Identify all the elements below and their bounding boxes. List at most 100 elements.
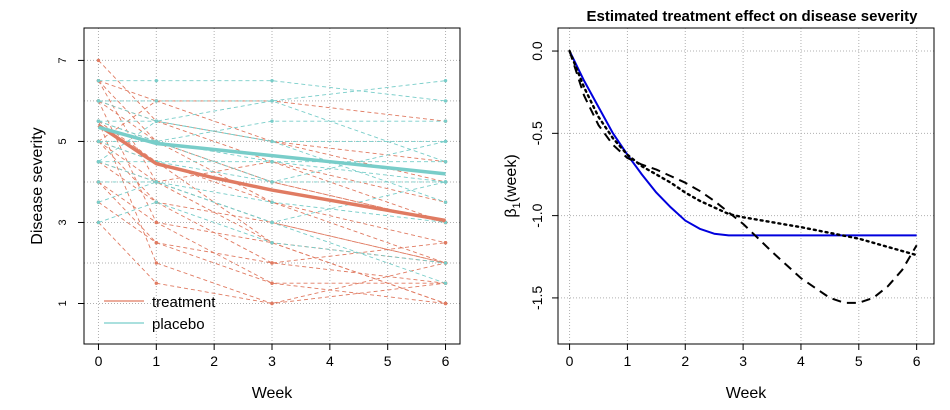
effect-curves: [568, 49, 918, 304]
subject-trajectories: [96, 58, 448, 306]
legend: treatment placebo: [104, 294, 216, 333]
subject-point-29-2: [270, 241, 274, 245]
right-ytick-label-1: -0.5: [529, 121, 545, 145]
right-xtick-label-4: 4: [797, 353, 805, 369]
right-ytick-label-3: -1.5: [529, 286, 545, 310]
right-plot-border: [557, 27, 935, 345]
left-xtick-label-4: 4: [326, 353, 334, 369]
right-ytick-label-2: -1.0: [529, 203, 545, 227]
left-ytick-label-3: 7: [57, 57, 69, 63]
subject-point-30-0: [96, 99, 101, 103]
subject-line-30: [98, 100, 446, 163]
subject-line-21: [98, 80, 446, 102]
subject-point-27-3: [443, 180, 448, 184]
right-x-axis-label: Week: [726, 385, 768, 402]
left-xtick-label-3: 3: [268, 353, 276, 369]
subject-point-23-2: [270, 119, 274, 123]
severity-panel: 0 1 2 3 4 5 6 1 3 5 7 Week Disease severity treat…: [29, 27, 461, 402]
left-ytick-label-2: 5: [57, 138, 69, 144]
subject-point-17-2: [270, 281, 274, 285]
beta-symbol: β: [503, 208, 520, 217]
subject-point-32-0: [96, 159, 101, 164]
subject-point-13-3: [443, 301, 448, 306]
left-xtick-label-2: 2: [210, 353, 218, 369]
subject-point-30-3: [443, 159, 448, 164]
subject-point-23-3: [443, 119, 448, 123]
subject-point-20-2: [270, 78, 274, 83]
subject-point-31-2: [270, 180, 274, 184]
right-y-ticks: 0.0 -0.5 -1.0 -1.5: [529, 41, 558, 310]
subject-point-28-2: [270, 200, 274, 204]
chart-title: Estimated treatment effect on disease se…: [587, 8, 919, 25]
left-ytick-label-0: 1: [57, 300, 69, 306]
subject-line-14: [98, 100, 446, 163]
subject-point-0-0: [96, 58, 101, 63]
mean-line-treatment: [97, 123, 446, 223]
left-xtick-label-6: 6: [442, 353, 450, 369]
subject-point-25-2: [270, 159, 274, 164]
left-ytick-label-1: 3: [57, 219, 69, 225]
right-xtick-label-3: 3: [739, 353, 747, 369]
mean-line-placebo: [97, 125, 446, 176]
subject-point-17-1: [154, 241, 159, 245]
effect-curve-dashed: [568, 50, 918, 304]
subject-point-33-0: [96, 200, 101, 204]
subject-line-11: [98, 222, 446, 304]
left-xtick-label-5: 5: [384, 353, 392, 369]
subject-point-30-2: [270, 99, 274, 103]
subject-line-22: [98, 120, 446, 142]
right-y-axis-label: β1(week): [503, 154, 523, 217]
subject-point-9-1: [154, 220, 159, 225]
right-xtick-label-0: 0: [566, 353, 574, 369]
subject-line-26: [98, 161, 446, 183]
right-xtick-label-1: 1: [624, 353, 632, 369]
right-grid: [558, 28, 934, 344]
right-xtick-label-6: 6: [913, 353, 921, 369]
subject-line-32: [98, 120, 446, 203]
legend-treatment-label: treatment: [152, 294, 216, 311]
subject-point-21-3: [443, 78, 448, 83]
legend-placebo-label: placebo: [152, 316, 205, 333]
subject-point-33-3: [443, 281, 448, 285]
effect-curve-solid: [568, 50, 917, 237]
subject-line-29: [98, 201, 446, 264]
subject-point-32-2: [270, 139, 274, 144]
left-x-ticks: 0 1 2 3 4 5 6: [95, 344, 450, 369]
subject-point-29-3: [443, 261, 448, 265]
subject-line-33: [98, 181, 446, 284]
right-x-ticks: 0 1 2 3 4 5 6: [566, 344, 921, 369]
subject-line-28: [98, 181, 446, 223]
subject-point-10-3: [443, 241, 448, 245]
right-ytick-label-0: 0.0: [529, 41, 545, 61]
left-y-axis-label: Disease severity: [29, 127, 46, 244]
left-xtick-label-1: 1: [152, 353, 160, 369]
left-x-axis-label: Week: [252, 385, 294, 402]
subject-point-4-1: [154, 261, 159, 265]
subject-point-20-3: [443, 99, 448, 103]
effect-curve-dotted: [568, 49, 918, 257]
subject-point-21-1: [154, 99, 159, 103]
subject-point-11-2: [270, 301, 274, 306]
right-xtick-label-2: 2: [681, 353, 689, 369]
effect-panel: Estimated treatment effect on disease se…: [503, 8, 935, 402]
subject-point-33-1: [154, 180, 159, 184]
left-plot-border: [83, 27, 461, 345]
group-mean-lines: [97, 123, 446, 223]
subject-point-28-0: [96, 180, 101, 184]
subject-point-20-1: [154, 78, 159, 83]
subject-point-31-0: [96, 119, 101, 123]
left-xtick-label-0: 0: [95, 353, 103, 369]
ylabel-rest: (week): [503, 154, 520, 202]
right-xtick-label-5: 5: [855, 353, 863, 369]
subject-point-11-1: [154, 281, 159, 285]
subject-point-31-3: [443, 139, 448, 144]
left-grid: [84, 28, 460, 344]
left-y-ticks: 1 3 5 7: [57, 57, 84, 307]
subject-point-33-2: [270, 220, 274, 225]
subject-point-29-0: [96, 220, 101, 225]
subject-point-32-1: [154, 119, 159, 123]
subject-point-29-1: [154, 200, 159, 204]
subject-line-27: [98, 161, 446, 223]
subject-point-20-0: [96, 78, 101, 83]
